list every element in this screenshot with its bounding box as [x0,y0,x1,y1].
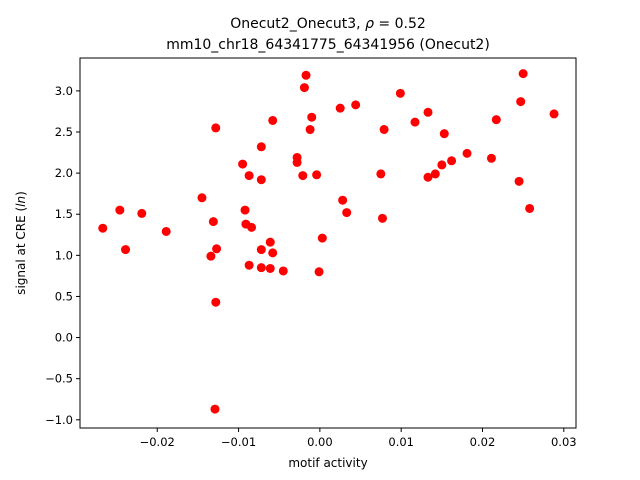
data-point [305,125,315,135]
data-point [121,245,131,255]
data-point [208,217,218,227]
y-tick-label: 1.5 [55,207,73,221]
data-point [437,160,447,170]
data-point [244,171,254,181]
data-point [423,172,433,182]
y-axis-ticks: −1.0 −0.5 0.0 0.5 1.0 1.5 2.0 2.5 3.0 [45,84,80,427]
data-point [240,205,250,215]
data-point [335,103,345,113]
y-tick-label: 1.0 [55,248,73,262]
data-point [256,245,266,255]
y-tick-label: 0.5 [55,289,73,303]
x-tick-label: 0.00 [307,435,333,449]
chart-title-line2: mm10_chr18_64341775_64341956 (Onecut2) [166,37,490,53]
data-point [298,171,308,181]
data-point [314,267,324,277]
x-tick-label: −0.02 [140,435,175,449]
data-point [423,107,433,117]
y-tick-label: 0.0 [55,331,73,345]
y-tick-label: 3.0 [55,84,73,98]
data-point [518,69,528,79]
x-tick-label: 0.01 [388,435,414,449]
y-tick-label: 2.0 [55,166,73,180]
data-point [342,208,352,218]
data-point [115,205,125,215]
data-point [299,83,309,93]
data-point [212,244,222,254]
data-point [256,175,266,185]
data-point [98,223,108,233]
data-point [525,203,535,213]
data-point [265,263,275,273]
x-axis-label: motif activity [288,456,367,470]
data-point [265,237,275,247]
data-point [317,233,327,243]
data-point [491,115,501,125]
data-point [206,251,216,261]
data-point [447,156,457,166]
chart-title-line1: Onecut2_Onecut3, ρ = 0.52 [230,16,426,32]
data-point [516,97,526,107]
data-point [549,109,559,119]
data-point [247,222,257,232]
data-point [210,404,220,414]
y-tick-label: −0.5 [45,372,73,386]
plot-frame [79,57,577,429]
data-point [256,263,266,273]
data-point [410,117,420,127]
data-point [197,193,207,203]
y-axis-label: signal at CRE (ln) [14,191,28,295]
x-axis-ticks: −0.02 −0.01 0.00 0.01 0.02 0.03 [140,428,577,449]
data-point [351,100,361,110]
data-point [376,169,386,179]
plot-area [79,57,577,429]
data-point [514,176,524,186]
data-point [244,260,254,270]
data-point [301,70,311,80]
data-point [211,123,221,133]
data-point [377,213,387,223]
data-point [312,170,322,180]
x-tick-label: −0.01 [221,435,256,449]
data-point [292,157,302,167]
data-point [379,125,389,135]
data-point [256,142,266,152]
data-point [137,208,147,218]
data-point [439,129,449,139]
x-tick-label: 0.03 [551,435,577,449]
data-point [307,112,317,122]
y-tick-label: 2.5 [55,125,73,139]
data-point [430,169,440,179]
data-point [268,115,278,125]
data-point [486,153,496,163]
data-points [98,69,559,414]
data-point [211,297,221,307]
data-point [268,248,278,258]
data-point [278,266,288,276]
data-point [238,159,248,169]
data-point [395,88,405,98]
data-point [161,226,171,236]
y-tick-label: −1.0 [45,413,73,427]
data-point [462,148,472,158]
x-tick-label: 0.02 [470,435,496,449]
data-point [338,195,348,205]
